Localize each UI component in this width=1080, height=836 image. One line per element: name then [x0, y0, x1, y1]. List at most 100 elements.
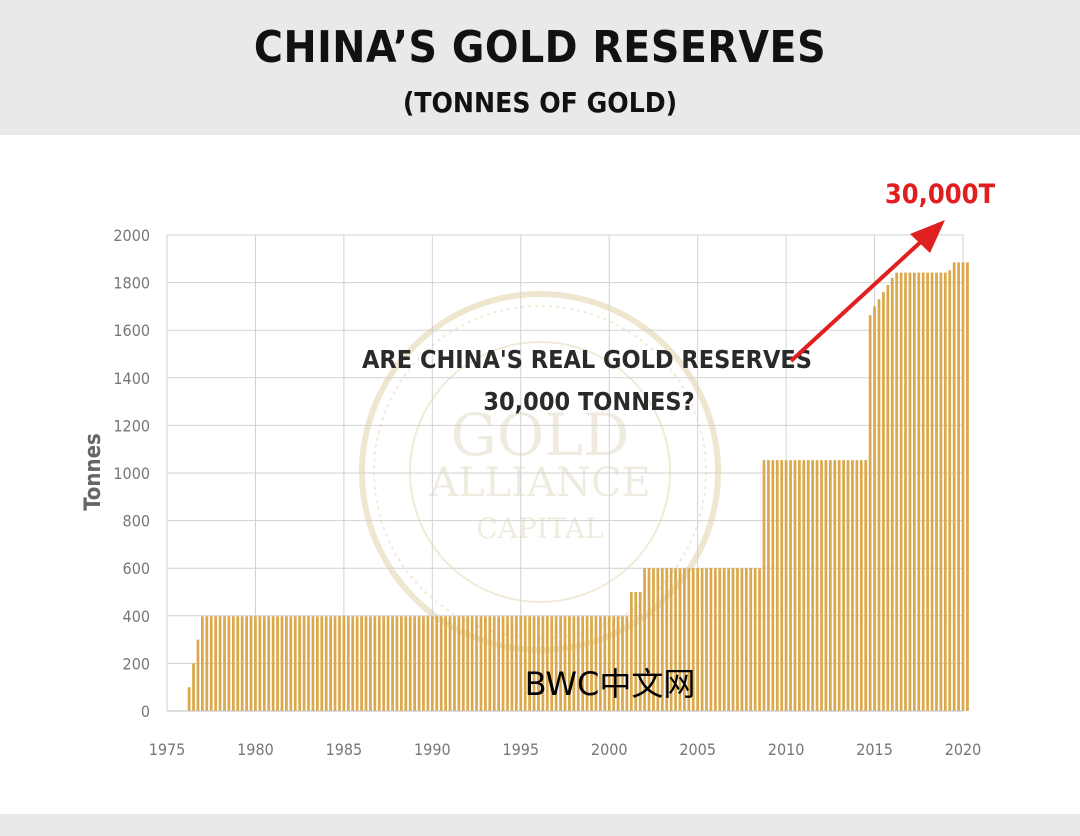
- bar: [780, 460, 784, 711]
- bar: [497, 616, 501, 711]
- logo-dotted-ring: [373, 305, 707, 639]
- page-subtitle: (TONNES OF GOLD): [402, 86, 678, 119]
- bar: [793, 460, 797, 711]
- y-tick-label: 0: [141, 702, 150, 721]
- bar: [775, 460, 779, 711]
- bwc-watermark-text: BWC中文网: [525, 665, 696, 703]
- bar: [700, 568, 704, 711]
- bar: [744, 568, 748, 711]
- bar: [921, 272, 925, 711]
- axes: 0 200 400 600 800 1000 1200 1400 1600 1800 2000 197…: [81, 226, 981, 759]
- bar: [302, 616, 306, 711]
- bar: [205, 616, 209, 711]
- bar: [320, 616, 324, 711]
- bar: [519, 616, 523, 711]
- bar: [851, 460, 854, 711]
- bar: [727, 568, 730, 711]
- bar: [236, 616, 240, 711]
- bar: [674, 568, 677, 711]
- bar: [307, 616, 310, 711]
- bar: [568, 616, 571, 711]
- bar: [837, 460, 841, 711]
- bar: [342, 616, 346, 711]
- bar: [448, 616, 452, 711]
- bar: [842, 460, 845, 711]
- bar: [669, 568, 673, 711]
- bar: [351, 616, 355, 711]
- bar: [545, 616, 549, 711]
- bar: [192, 663, 195, 711]
- bar: [563, 616, 567, 711]
- x-tick-label: 2000: [591, 740, 628, 759]
- bar: [426, 616, 430, 711]
- logo-line2: ALLIANCE: [428, 460, 651, 506]
- bar: [439, 616, 443, 711]
- bar: [917, 272, 921, 711]
- bar: [660, 568, 664, 711]
- bar: [603, 616, 607, 711]
- bar: [740, 568, 744, 711]
- y-tick-label: 2000: [113, 226, 150, 245]
- bar: [957, 262, 960, 711]
- bar: [333, 616, 337, 711]
- bar: [209, 616, 213, 711]
- callout-30000t: 30,000T: [885, 179, 996, 210]
- bar: [187, 687, 191, 711]
- bar: [240, 616, 244, 711]
- bar: [382, 616, 386, 711]
- bar: [802, 460, 806, 711]
- y-tick-label: 800: [123, 512, 150, 531]
- bar: [590, 616, 593, 711]
- bar: [904, 272, 907, 711]
- bar: [231, 616, 235, 711]
- bar: [258, 616, 262, 711]
- bar: [643, 568, 646, 711]
- bar: [749, 568, 753, 711]
- header-band: [0, 0, 1080, 135]
- bar: [369, 616, 372, 711]
- y-tick-label: 400: [123, 607, 150, 626]
- x-tick-label: 2020: [945, 740, 982, 759]
- bar: [683, 568, 686, 711]
- bar: [466, 616, 470, 711]
- bar: [514, 616, 518, 711]
- red-arrow-head: [910, 220, 945, 253]
- bar: [576, 616, 580, 711]
- footer-band: [0, 814, 1080, 836]
- y-tick-label: 200: [123, 654, 150, 673]
- bar: [868, 315, 872, 711]
- bar: [607, 616, 611, 711]
- bar: [245, 616, 248, 711]
- bar: [886, 284, 890, 711]
- bar: [408, 616, 412, 711]
- bar: [329, 616, 332, 711]
- bar: [298, 616, 302, 711]
- bar: [912, 272, 916, 711]
- bar: [572, 616, 576, 711]
- bar: [656, 568, 660, 711]
- bar: [771, 460, 775, 711]
- logo-outer-ring: [359, 291, 721, 653]
- bar: [271, 616, 275, 711]
- bar: [453, 616, 456, 711]
- bar: [625, 616, 629, 711]
- bar: [346, 616, 350, 711]
- bar: [638, 592, 642, 711]
- bar: [678, 568, 682, 711]
- bar: [621, 616, 624, 711]
- bar: [696, 568, 700, 711]
- bar: [820, 460, 823, 711]
- bar: [798, 460, 801, 711]
- bar: [280, 616, 284, 711]
- logo-line1: GOLD: [451, 401, 630, 469]
- bar: [218, 616, 222, 711]
- bar: [647, 568, 651, 711]
- bar: [585, 616, 589, 711]
- bar: [196, 639, 200, 711]
- bar: [634, 592, 638, 711]
- annotations: ARE CHINA'S REAL GOLD RESERVES 30,000 TON…: [362, 179, 996, 703]
- bar: [629, 592, 633, 711]
- bar: [731, 568, 735, 711]
